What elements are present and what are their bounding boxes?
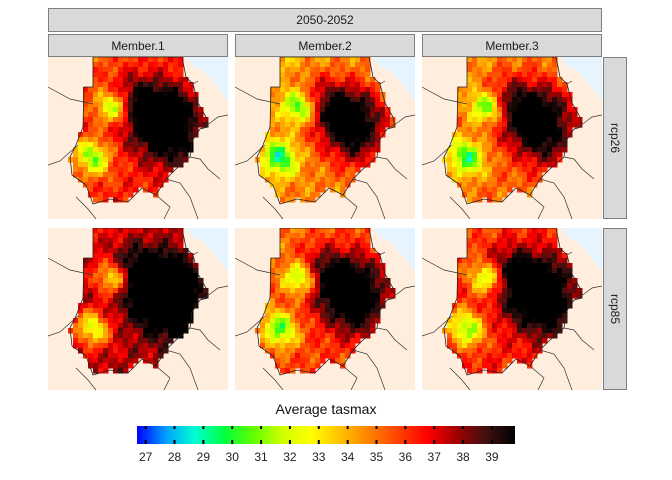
map-svg: [422, 228, 602, 390]
row-label: rcp26: [608, 122, 622, 154]
border-line: [566, 80, 573, 85]
border-line: [192, 251, 199, 256]
colorbar-tick-label: 31: [254, 450, 268, 464]
column-strip-member-2: Member.2: [235, 34, 415, 57]
border-line: [352, 349, 386, 390]
period-strip: 2050-2052: [48, 8, 602, 32]
border-line: [352, 178, 386, 219]
colorbar-tick-label: 33: [312, 450, 326, 464]
map-panel-rcp26-member-3: [422, 57, 602, 219]
border-line: [386, 114, 415, 130]
column-label: Member.2: [298, 38, 352, 53]
column-strip-member-3: Member.3: [422, 34, 602, 57]
border-line: [75, 367, 97, 390]
border-line: [379, 80, 386, 85]
border-line: [573, 114, 602, 130]
border-line: [155, 365, 171, 390]
column-label: Member.3: [485, 38, 539, 53]
border-line: [189, 156, 221, 180]
map-svg: [235, 228, 415, 390]
column-strip-member-1: Member.1: [48, 34, 228, 57]
border-line: [165, 349, 199, 390]
border-line: [235, 315, 266, 337]
border-line: [235, 257, 281, 276]
border-line: [563, 156, 595, 180]
border-line: [422, 144, 453, 166]
row-strip-rcp26: rcp26: [603, 57, 627, 219]
border-line: [529, 194, 545, 219]
border-line: [48, 86, 94, 105]
red-sea: [373, 57, 415, 101]
map-panel-rcp85-member-2: [235, 228, 415, 390]
map-panel-rcp26-member-1: [48, 57, 228, 219]
colorbar-tick-label: 32: [283, 450, 297, 464]
red-sea: [373, 228, 415, 272]
border-line: [48, 257, 94, 276]
border-line: [342, 194, 358, 219]
border-line: [449, 196, 471, 219]
colorbar-tick-label: 35: [369, 450, 384, 464]
colorbar-tick-label: 39: [485, 450, 499, 464]
map-svg: [48, 228, 228, 390]
border-line: [75, 196, 97, 219]
red-sea: [560, 228, 602, 272]
border-line: [422, 86, 468, 105]
border-line: [165, 178, 199, 219]
border-line: [48, 144, 79, 166]
row-strip-rcp85: rcp85: [603, 228, 627, 390]
border-line: [449, 367, 471, 390]
border-line: [563, 327, 595, 351]
colorbar-gradient: [137, 426, 515, 444]
map-svg: [235, 57, 415, 219]
colorbar-tick-label: 38: [456, 450, 470, 464]
colorbar-tick-label: 37: [427, 450, 441, 464]
border-line: [262, 367, 284, 390]
column-label: Member.1: [111, 38, 165, 53]
border-line: [189, 327, 221, 351]
temperature-field: [68, 228, 209, 374]
border-line: [342, 365, 358, 390]
colorbar-tick-label: 34: [340, 450, 355, 464]
border-line: [539, 349, 573, 390]
colorbar: [137, 426, 515, 444]
border-line: [235, 144, 266, 166]
border-line: [376, 327, 408, 351]
border-line: [539, 178, 573, 219]
border-line: [376, 156, 408, 180]
border-line: [422, 315, 453, 337]
border-line: [566, 251, 573, 256]
border-line: [199, 114, 228, 130]
border-line: [379, 251, 386, 256]
colorbar-tick-label: 27: [138, 450, 153, 464]
period-label: 2050-2052: [296, 13, 354, 27]
colorbar-tick-label: 30: [225, 450, 239, 464]
colorbar-tick-label: 28: [167, 450, 182, 464]
map-panel-rcp26-member-2: [235, 57, 415, 219]
map-panel-rcp85-member-3: [422, 228, 602, 390]
border-line: [529, 365, 545, 390]
border-line: [386, 285, 415, 301]
row-label: rcp85: [608, 293, 622, 325]
map-panel-rcp85-member-1: [48, 228, 228, 390]
border-line: [199, 285, 228, 301]
temperature-field: [255, 228, 396, 374]
colorbar-tick-label: 29: [196, 450, 211, 464]
border-line: [262, 196, 284, 219]
border-line: [48, 315, 79, 337]
legend-title: Average tasmax: [275, 401, 377, 417]
red-sea: [186, 228, 228, 272]
red-sea: [560, 57, 602, 101]
colorbar-tick-label: 36: [398, 450, 413, 464]
border-line: [422, 257, 468, 276]
map-svg: [422, 57, 602, 219]
temperature-field: [442, 228, 583, 374]
border-line: [192, 80, 199, 85]
border-line: [573, 285, 602, 301]
red-sea: [186, 57, 228, 101]
temperature-field: [255, 57, 396, 203]
border-line: [235, 86, 281, 105]
border-line: [155, 194, 171, 219]
map-svg: [48, 57, 228, 219]
